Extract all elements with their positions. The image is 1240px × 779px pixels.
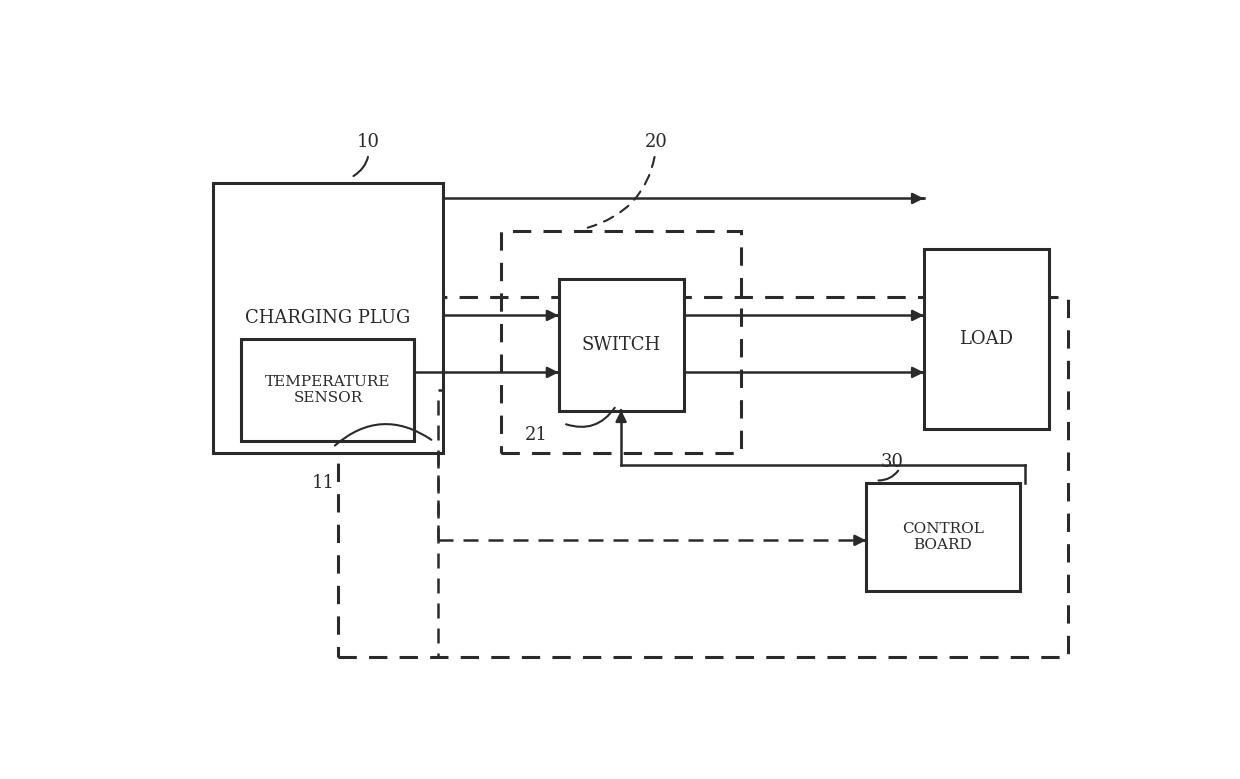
Text: 30: 30 [880, 453, 904, 471]
Bar [242, 340, 414, 442]
Bar [866, 483, 1019, 591]
Bar [213, 183, 444, 453]
Text: SWITCH: SWITCH [582, 337, 661, 354]
Text: 10: 10 [353, 133, 379, 176]
Text: 11: 11 [311, 474, 335, 492]
Bar [501, 231, 742, 453]
Bar [924, 249, 1049, 429]
Text: CHARGING PLUG: CHARGING PLUG [246, 309, 410, 327]
Text: 21: 21 [525, 426, 548, 444]
Text: CONTROL
BOARD: CONTROL BOARD [901, 522, 985, 552]
Bar [337, 298, 1068, 657]
Text: LOAD: LOAD [960, 330, 1013, 348]
Text: TEMPERATURE
SENSOR: TEMPERATURE SENSOR [265, 375, 391, 406]
Text: 20: 20 [588, 133, 668, 227]
Bar [558, 280, 683, 411]
